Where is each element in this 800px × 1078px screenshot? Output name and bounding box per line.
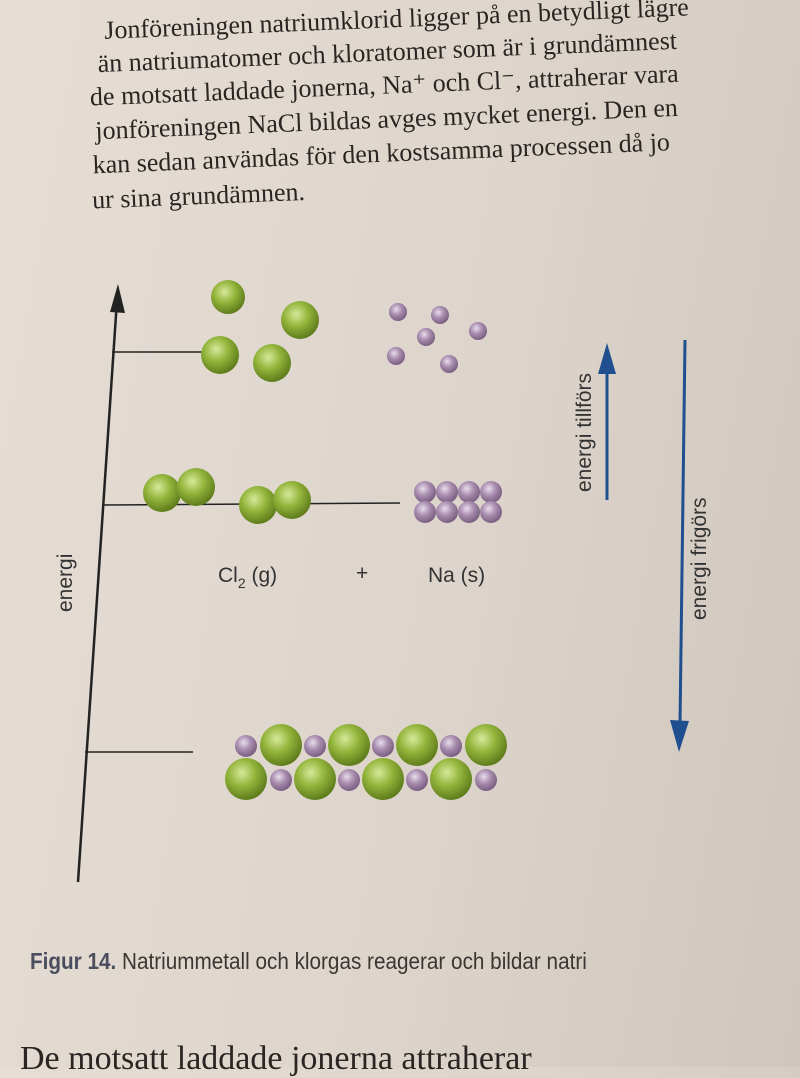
sodium-atom	[475, 769, 497, 791]
energy-input-label: energi tillförs	[573, 373, 596, 492]
chlorine-atom	[260, 724, 302, 766]
sodium-atom	[414, 501, 436, 523]
na-label: Na (s)	[428, 564, 485, 587]
chlorine-atom	[465, 724, 507, 766]
arrow-up-icon	[598, 343, 616, 374]
sodium-atom	[338, 769, 360, 791]
sodium-atom	[440, 355, 458, 373]
caption-text: Natriummetall och klorgas reagerar och b…	[116, 948, 587, 974]
chlorine-atom	[328, 724, 370, 766]
sodium-atom	[440, 735, 462, 757]
energy-release-label: energi frigörs	[688, 497, 711, 620]
cl2-label: Cl2 (g)	[218, 564, 277, 591]
sodium-atom	[458, 501, 480, 523]
chlorine-atom	[143, 474, 181, 512]
atoms-group	[143, 280, 507, 800]
sodium-atom	[372, 735, 394, 757]
chlorine-atom	[225, 758, 267, 800]
sodium-atom	[469, 322, 487, 340]
figure-number: Figur 14.	[30, 948, 117, 974]
arrow-down-icon	[670, 720, 689, 752]
chlorine-atom	[201, 336, 239, 374]
sodium-atom	[235, 735, 257, 757]
y-axis-label: energi	[54, 554, 77, 612]
sodium-atom	[389, 303, 407, 321]
sodium-atom	[436, 501, 458, 523]
chlorine-atom	[273, 481, 311, 519]
sodium-atom	[417, 328, 435, 346]
chlorine-atom	[253, 344, 291, 382]
sodium-atom	[270, 769, 292, 791]
energy-input-arrow	[598, 343, 616, 500]
energy-axis	[76, 284, 125, 883]
chlorine-atom	[396, 724, 438, 766]
energy-release-arrow	[670, 339, 689, 752]
sodium-atom	[304, 735, 326, 757]
chlorine-atom	[211, 280, 245, 314]
bottom-text-cutoff: De motsatt laddade jonerna attraherar	[20, 1040, 532, 1077]
sodium-atom	[406, 769, 428, 791]
sodium-atom	[436, 481, 458, 503]
sodium-atom	[458, 481, 480, 503]
sodium-atom	[431, 306, 449, 324]
plus-sign: +	[356, 562, 368, 585]
figure-caption: Figur 14. Natriummetall och klorgas reag…	[30, 948, 587, 975]
chlorine-atom	[430, 758, 472, 800]
chlorine-atom	[294, 758, 336, 800]
sodium-atom	[480, 481, 502, 503]
axis-arrowhead-icon	[110, 284, 125, 313]
chlorine-atom	[239, 486, 277, 524]
chlorine-atom	[362, 758, 404, 800]
sodium-atom	[480, 501, 502, 523]
chlorine-atom	[281, 301, 319, 339]
sodium-atom	[414, 481, 436, 503]
sodium-atom	[387, 347, 405, 365]
chlorine-atom	[177, 468, 215, 506]
